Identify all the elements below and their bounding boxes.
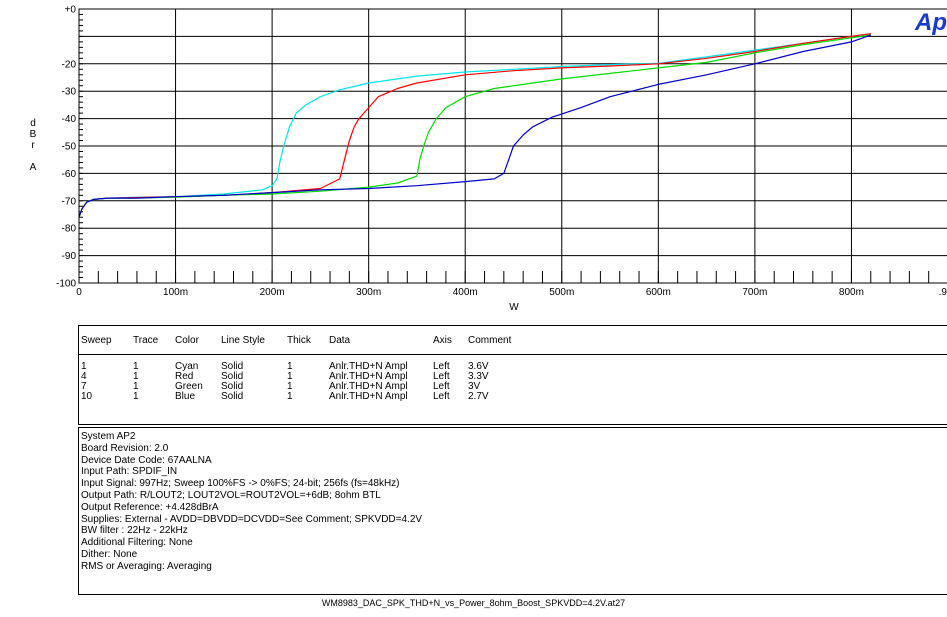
legend-cell: 4 bbox=[81, 371, 87, 382]
legend-header-cell: Comment bbox=[468, 335, 512, 346]
legend-cell: Cyan bbox=[175, 361, 199, 372]
y-tick-label: -60 bbox=[62, 169, 77, 180]
legend-cell: 1 bbox=[133, 371, 139, 382]
legend-header-cell: Color bbox=[175, 335, 199, 346]
legend-cell: 1 bbox=[287, 381, 293, 392]
legend-cell: 1 bbox=[81, 361, 87, 372]
x-tick-label: 600m bbox=[646, 287, 671, 298]
series-line-3-3v bbox=[78, 33, 871, 218]
ap-logo: Ap bbox=[914, 9, 947, 36]
info-line: Board Revision: 2.0 bbox=[81, 442, 169, 454]
x-tick-label: 100m bbox=[163, 287, 188, 298]
legend-cell: 1 bbox=[287, 391, 293, 402]
y-tick-label: -20 bbox=[62, 59, 77, 70]
file-name-caption: WM8983_DAC_SPK_THD+N_vs_Power_8ohm_Boost… bbox=[321, 598, 626, 608]
legend-header-cell: Data bbox=[329, 335, 351, 346]
legend-cell: Left bbox=[433, 391, 450, 402]
legend-cell: 3.6V bbox=[468, 361, 489, 372]
y-tick-label: -50 bbox=[62, 142, 77, 153]
legend-cell: 2.7V bbox=[468, 391, 489, 402]
x-tick-label: 200m bbox=[260, 287, 285, 298]
y-tick-label: -80 bbox=[62, 224, 77, 235]
series-line-3-6v bbox=[78, 33, 871, 218]
x-tick-label: 700m bbox=[742, 287, 767, 298]
info-line: BW filter : 22Hz - 22kHz bbox=[81, 525, 188, 537]
series-line-3v bbox=[78, 34, 871, 218]
legend-cell: Solid bbox=[221, 361, 244, 372]
test-conditions-panel: System AP2 Board Revision: 2.0 Device Date… bbox=[78, 427, 947, 595]
trace-legend-table: Sweep Trace Color Line Style Thick Data Axis Co… bbox=[78, 325, 947, 425]
legend-cell: Red bbox=[175, 371, 194, 382]
legend-header-cell: Line Style bbox=[221, 335, 265, 346]
legend-cell: 10 bbox=[81, 391, 93, 402]
y-axis-label-letter: r bbox=[31, 140, 35, 151]
legend-cell: 3V bbox=[468, 381, 481, 392]
legend-cell: 1 bbox=[133, 381, 139, 392]
info-line: System AP2 bbox=[81, 431, 136, 442]
legend-cell: Left bbox=[433, 361, 450, 372]
x-axis-label: W bbox=[509, 302, 519, 313]
y-tick-label: -40 bbox=[62, 114, 77, 125]
series-lines bbox=[78, 33, 872, 218]
y-tick-labels: +0 -20 -30 -40 -50 -60 -70 -80 -90 -100 bbox=[56, 5, 76, 290]
legend-cell: Anlr.THD+N Ampl bbox=[329, 391, 408, 402]
info-line: Dither: None bbox=[81, 548, 138, 560]
legend-header-cell: Sweep bbox=[81, 335, 112, 346]
legend-cell: 1 bbox=[287, 361, 293, 372]
legend-cell: Solid bbox=[221, 391, 244, 402]
info-line: Output Reference: +4.428dBrA bbox=[81, 501, 219, 513]
x-tick-label: .9 bbox=[939, 287, 947, 298]
x-tick-label: 400m bbox=[453, 287, 478, 298]
info-line: Device Date Code: 67AALNA bbox=[81, 454, 212, 466]
legend-header-cell: Trace bbox=[133, 335, 159, 346]
y-tick-label: +0 bbox=[65, 5, 77, 16]
y-axis-label-letter: B bbox=[30, 129, 37, 140]
x-tick-labels: 0 100m 200m 300m 400m 500m 600m 700m 800m .9 bbox=[76, 287, 947, 298]
legend-cell: Anlr.THD+N Ampl bbox=[329, 381, 408, 392]
legend-cell: Green bbox=[175, 381, 203, 392]
y-axis-label-letter: A bbox=[30, 162, 37, 173]
x-tick-label: 0 bbox=[76, 287, 82, 298]
legend-cell: Anlr.THD+N Ampl bbox=[329, 371, 408, 382]
legend-cell: Anlr.THD+N Ampl bbox=[329, 361, 408, 372]
y-tick-label: -70 bbox=[62, 196, 77, 207]
x-tick-label: 800m bbox=[839, 287, 864, 298]
info-lines: System AP2 Board Revision: 2.0 Device Date… bbox=[81, 431, 947, 573]
y-tick-label: -30 bbox=[62, 87, 77, 98]
legend-cell: Left bbox=[433, 381, 450, 392]
info-line: Supplies: External - AVDD=DBVDD=DCVDD=Se… bbox=[81, 513, 423, 525]
thd-vs-power-chart: +0 -20 -30 -40 -50 -60 -70 -80 -90 -100 0 100m 200m… bbox=[30, 5, 947, 313]
info-line: Input Signal: 997Hz; Sweep 100%FS -> 0%F… bbox=[81, 478, 400, 490]
y-axis-label: dBrA bbox=[30, 118, 37, 173]
legend-cell: 1 bbox=[133, 361, 139, 372]
legend-cell: 1 bbox=[287, 371, 293, 382]
plot-frame bbox=[78, 8, 947, 284]
y-tick-label: -90 bbox=[62, 251, 77, 262]
legend-header-cell: Axis bbox=[433, 335, 452, 346]
legend-header-cell: Thick bbox=[287, 335, 311, 346]
info-line: Additional Filtering: None bbox=[81, 537, 193, 549]
x-tick-label: 500m bbox=[549, 287, 574, 298]
y-tick-label: -100 bbox=[56, 279, 76, 290]
legend-cell: 1 bbox=[133, 391, 139, 402]
info-line: Output Path: R/LOUT2; LOUT2VOL=ROUT2VOL=… bbox=[81, 489, 381, 501]
legend-cell: Solid bbox=[221, 381, 244, 392]
x-minor-ticks bbox=[78, 8, 930, 284]
legend-cell: Blue bbox=[175, 391, 196, 402]
legend-cell: 3.3V bbox=[468, 371, 489, 382]
legend-cell: 7 bbox=[81, 381, 87, 392]
y-axis-label-letter: d bbox=[30, 118, 36, 129]
legend-cell: Left bbox=[433, 371, 450, 382]
legend-header-divider bbox=[79, 354, 947, 355]
x-tick-label: 300m bbox=[356, 287, 381, 298]
info-line: Input Path: SPDIF_IN bbox=[81, 466, 178, 478]
series-line-2-7v bbox=[78, 34, 872, 218]
info-line: RMS or Averaging: Averaging bbox=[81, 560, 212, 572]
legend-cell: Solid bbox=[221, 371, 244, 382]
